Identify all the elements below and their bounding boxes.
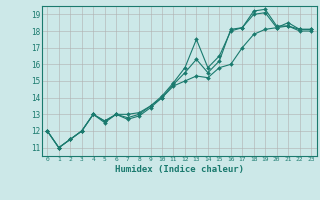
X-axis label: Humidex (Indice chaleur): Humidex (Indice chaleur) (115, 165, 244, 174)
